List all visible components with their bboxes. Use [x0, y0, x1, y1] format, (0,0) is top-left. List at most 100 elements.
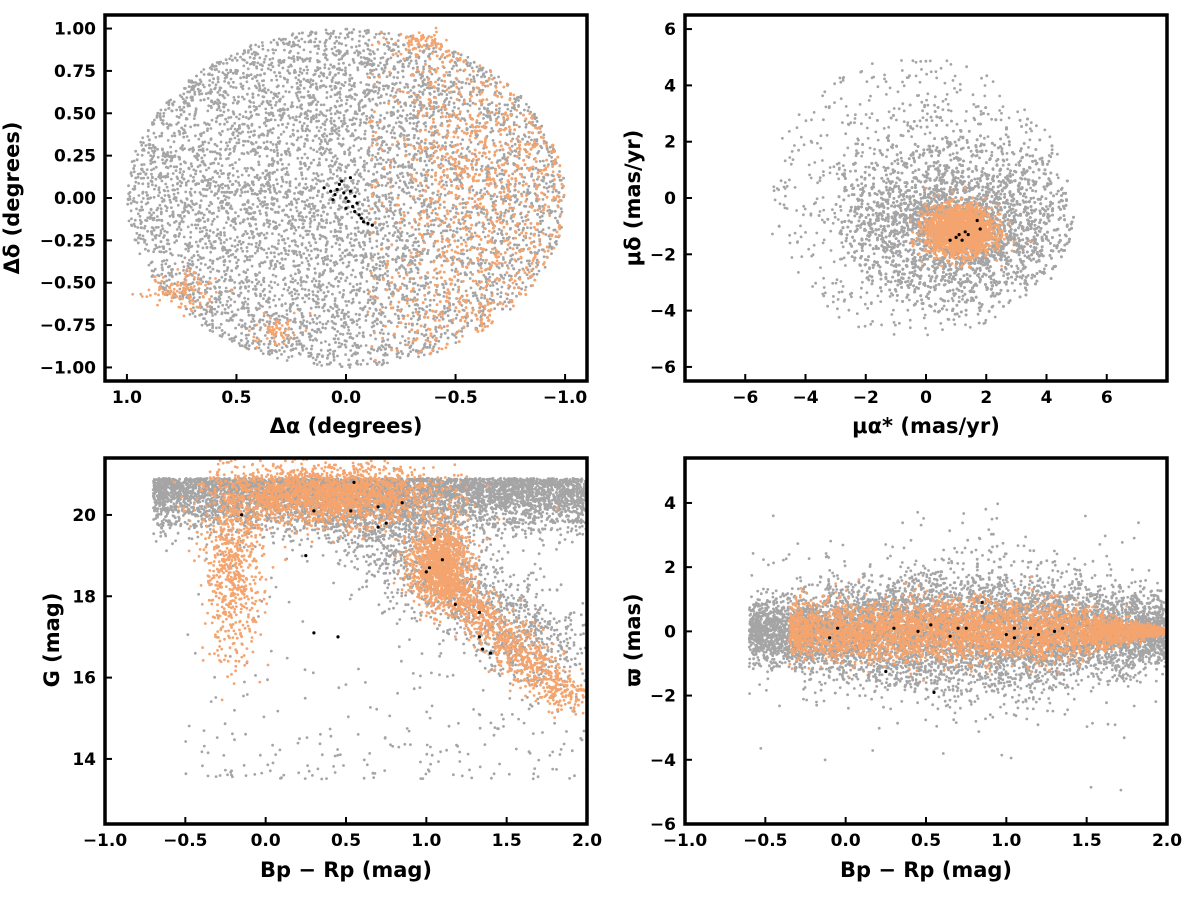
data-point [340, 318, 343, 321]
data-point [373, 253, 376, 256]
data-point [258, 105, 261, 108]
data-point [347, 186, 350, 189]
data-point [316, 52, 319, 55]
data-point [169, 165, 172, 168]
data-point [413, 168, 416, 171]
data-point [328, 343, 331, 346]
data-point [222, 103, 225, 106]
data-point [221, 249, 224, 252]
data-point [169, 201, 172, 204]
data-point [433, 299, 436, 302]
data-point [273, 39, 276, 42]
data-point [397, 317, 400, 320]
data-point [316, 194, 319, 197]
data-point [202, 195, 205, 198]
data-point [414, 263, 417, 266]
data-point [246, 268, 249, 271]
data-point [298, 99, 301, 102]
data-point [207, 167, 210, 170]
data-point [239, 113, 242, 116]
data-point [199, 99, 202, 102]
data-point [205, 169, 208, 172]
data-point [378, 127, 381, 130]
data-point [336, 169, 339, 172]
data-point [404, 299, 407, 302]
data-point [329, 259, 332, 262]
data-point [216, 228, 219, 231]
data-point [220, 323, 223, 326]
data-point [409, 207, 412, 210]
data-point [548, 227, 551, 230]
data-point [266, 140, 269, 143]
data-point [344, 69, 347, 72]
data-point [406, 172, 409, 175]
data-point [171, 135, 174, 138]
data-point [281, 176, 284, 179]
data-point [202, 247, 205, 250]
data-point [271, 245, 274, 248]
data-point [209, 229, 212, 232]
data-point [333, 264, 336, 267]
data-point [294, 219, 297, 222]
data-point [393, 76, 396, 79]
data-point [323, 103, 326, 106]
data-point [479, 191, 482, 194]
data-point [403, 203, 406, 206]
data-point [385, 161, 388, 164]
data-point [285, 252, 288, 255]
data-point [465, 82, 468, 85]
data-point [244, 110, 247, 113]
data-point [223, 123, 226, 126]
data-point [230, 55, 233, 58]
data-point [296, 202, 299, 205]
data-point [281, 346, 284, 349]
data-point [389, 94, 392, 97]
data-point [335, 334, 338, 337]
data-point [293, 192, 296, 195]
data-point [367, 205, 370, 208]
data-point [239, 56, 242, 59]
data-point [278, 298, 281, 301]
data-point [394, 313, 397, 316]
data-point [247, 131, 250, 134]
data-point [467, 56, 470, 59]
data-point [539, 160, 542, 163]
data-point [450, 97, 453, 100]
data-point [511, 209, 514, 212]
data-point [133, 170, 136, 173]
data-point [554, 210, 557, 213]
data-point [280, 353, 283, 356]
data-point [547, 151, 550, 154]
data-point [273, 268, 276, 271]
data-point [227, 184, 230, 187]
data-point [550, 252, 553, 255]
data-point [456, 314, 459, 317]
data-point [154, 136, 157, 139]
data-point [282, 67, 285, 70]
data-point [404, 339, 407, 342]
data-point [247, 152, 250, 155]
data-point [412, 349, 415, 352]
data-point [323, 291, 326, 294]
data-point [350, 232, 353, 235]
data-point [327, 320, 330, 323]
data-point [339, 333, 342, 336]
data-point [161, 148, 164, 151]
data-point [263, 61, 266, 64]
data-point [274, 49, 277, 52]
data-point [183, 215, 186, 218]
data-point [330, 254, 333, 257]
data-point [246, 250, 249, 253]
data-point [382, 88, 385, 91]
data-point [322, 323, 325, 326]
data-point [339, 194, 342, 197]
data-point [363, 169, 366, 172]
data-point [406, 114, 409, 117]
data-point [329, 63, 332, 66]
data-point [289, 64, 292, 67]
data-point [417, 355, 420, 358]
data-point [372, 130, 375, 133]
data-point [262, 172, 265, 175]
data-point [378, 217, 381, 220]
data-point [525, 286, 528, 289]
